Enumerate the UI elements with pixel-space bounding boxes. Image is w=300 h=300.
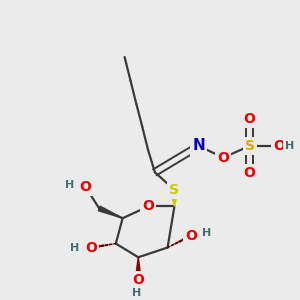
Text: O: O [185, 229, 197, 243]
Polygon shape [170, 190, 178, 206]
Text: O: O [85, 241, 97, 254]
Polygon shape [135, 257, 141, 280]
Text: N: N [193, 138, 205, 153]
Text: H: H [202, 228, 211, 238]
Text: O: O [273, 139, 285, 153]
Text: O: O [217, 151, 229, 165]
Text: H: H [132, 288, 141, 298]
Text: O: O [244, 112, 256, 126]
Text: O: O [244, 166, 256, 180]
Text: O: O [132, 273, 144, 287]
Text: O: O [142, 200, 154, 214]
Text: S: S [244, 139, 255, 153]
Text: S: S [169, 183, 179, 197]
Text: H: H [285, 141, 294, 151]
Text: H: H [64, 180, 74, 190]
Text: O: O [80, 180, 92, 194]
Text: H: H [70, 242, 80, 253]
Polygon shape [98, 206, 123, 218]
